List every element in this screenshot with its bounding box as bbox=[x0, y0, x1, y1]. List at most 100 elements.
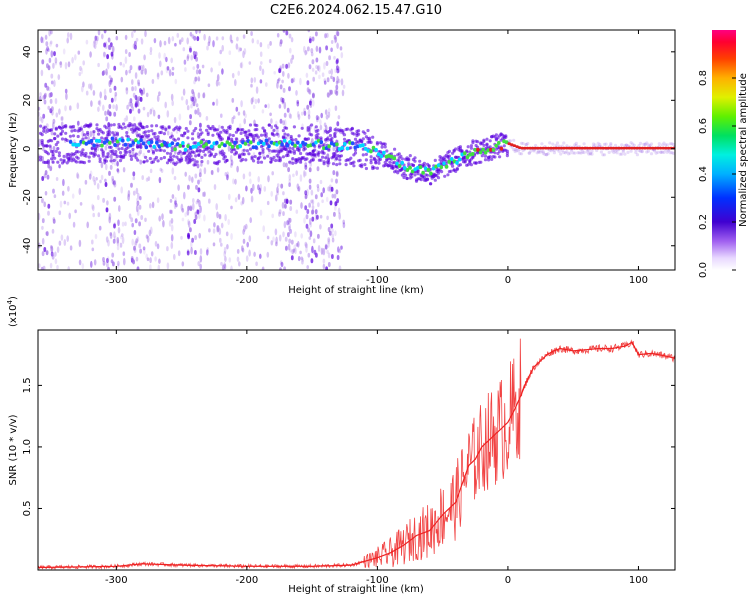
noise-dot bbox=[242, 110, 246, 116]
band-dot bbox=[447, 154, 451, 158]
band-dot bbox=[261, 150, 265, 154]
noise-dot bbox=[294, 231, 297, 238]
streak-dot bbox=[308, 64, 312, 70]
noise-dot bbox=[266, 235, 270, 240]
band-dot bbox=[316, 135, 320, 140]
noise-dot bbox=[271, 213, 275, 219]
band-dot bbox=[244, 130, 248, 134]
band-dot bbox=[200, 131, 204, 135]
streak-dot bbox=[193, 159, 197, 165]
ridge-point bbox=[369, 149, 373, 154]
streak-dot bbox=[187, 205, 191, 211]
streak-dot bbox=[279, 267, 282, 270]
band-dot bbox=[573, 151, 577, 155]
noise-dot bbox=[163, 52, 166, 60]
noise-dot bbox=[198, 232, 201, 239]
band-dot bbox=[117, 122, 121, 127]
band-dot bbox=[565, 150, 569, 154]
band-dot bbox=[346, 127, 350, 131]
band-dot bbox=[117, 147, 121, 151]
streak-dot bbox=[336, 255, 340, 260]
noise-dot bbox=[271, 171, 275, 176]
band-dot bbox=[609, 142, 613, 146]
noise-dot bbox=[168, 69, 172, 77]
band-dot bbox=[333, 128, 337, 132]
noise-dot bbox=[103, 88, 107, 96]
band-dot bbox=[93, 149, 97, 153]
band-dot bbox=[129, 123, 134, 127]
noise-dot bbox=[177, 250, 181, 257]
band-dot bbox=[46, 159, 51, 163]
noise-dot bbox=[198, 30, 201, 34]
noise-dot bbox=[82, 81, 85, 88]
streak-dot bbox=[133, 245, 136, 251]
ridge-point bbox=[113, 143, 117, 147]
noise-dot bbox=[123, 117, 127, 123]
band-dot bbox=[87, 155, 91, 159]
noise-dot bbox=[158, 176, 162, 184]
band-dot bbox=[111, 131, 115, 135]
band-dot bbox=[328, 133, 332, 138]
band-dot bbox=[310, 133, 314, 137]
band-dot bbox=[646, 143, 651, 147]
noise-dot bbox=[54, 97, 58, 105]
noise-dot bbox=[290, 58, 293, 64]
band-dot bbox=[164, 127, 168, 131]
streak-dot bbox=[48, 92, 52, 98]
noise-dot bbox=[307, 30, 311, 33]
noise-dot bbox=[131, 150, 135, 156]
ridge-point bbox=[554, 146, 558, 150]
streak-dot bbox=[315, 252, 318, 258]
noise-dot bbox=[186, 54, 190, 59]
band-dot bbox=[532, 149, 536, 153]
band-dot bbox=[408, 154, 412, 158]
band-dot bbox=[272, 133, 276, 137]
noise-dot bbox=[261, 109, 265, 114]
noise-dot bbox=[171, 71, 175, 76]
band-dot bbox=[626, 150, 630, 154]
streak-dot bbox=[109, 88, 112, 93]
streak-dot bbox=[102, 260, 106, 266]
noise-dot bbox=[54, 61, 58, 66]
streak-dot bbox=[109, 79, 113, 85]
band-dot bbox=[479, 160, 483, 164]
ridge-point bbox=[494, 143, 499, 148]
noise-dot bbox=[303, 170, 306, 178]
noise-dot bbox=[117, 219, 120, 227]
band-dot bbox=[411, 163, 415, 167]
noise-dot bbox=[185, 98, 189, 106]
band-dot bbox=[310, 123, 314, 127]
streak-dot bbox=[50, 130, 54, 136]
streak-dot bbox=[109, 164, 113, 170]
band-dot bbox=[225, 129, 229, 133]
ridge-point bbox=[238, 144, 243, 149]
band-dot bbox=[429, 182, 433, 186]
noise-dot bbox=[308, 202, 311, 208]
band-dot bbox=[413, 159, 417, 163]
snr-multiplier-exp: 4 bbox=[6, 299, 14, 304]
band-dot bbox=[151, 149, 155, 154]
noise-dot bbox=[337, 207, 341, 215]
noise-dot bbox=[158, 52, 161, 59]
ridge-point bbox=[645, 146, 650, 150]
noise-dot bbox=[234, 197, 238, 203]
ridge-point bbox=[627, 146, 632, 150]
band-dot bbox=[510, 145, 514, 149]
noise-dot bbox=[250, 83, 253, 88]
noise-dot bbox=[213, 222, 216, 228]
ridge-point bbox=[97, 138, 102, 143]
ridge-point bbox=[596, 146, 600, 150]
band-dot bbox=[50, 128, 54, 132]
band-dot bbox=[607, 150, 611, 154]
streak-dot bbox=[324, 244, 328, 250]
band-dot bbox=[631, 142, 635, 146]
streak-dot bbox=[307, 227, 310, 233]
band-dot bbox=[81, 137, 85, 141]
ridge-point bbox=[293, 143, 297, 148]
noise-dot bbox=[206, 247, 209, 253]
band-dot bbox=[56, 160, 60, 164]
streak-dot bbox=[189, 227, 192, 233]
noise-dot bbox=[257, 184, 260, 191]
band-dot bbox=[139, 145, 143, 149]
streak-dot bbox=[46, 128, 50, 133]
